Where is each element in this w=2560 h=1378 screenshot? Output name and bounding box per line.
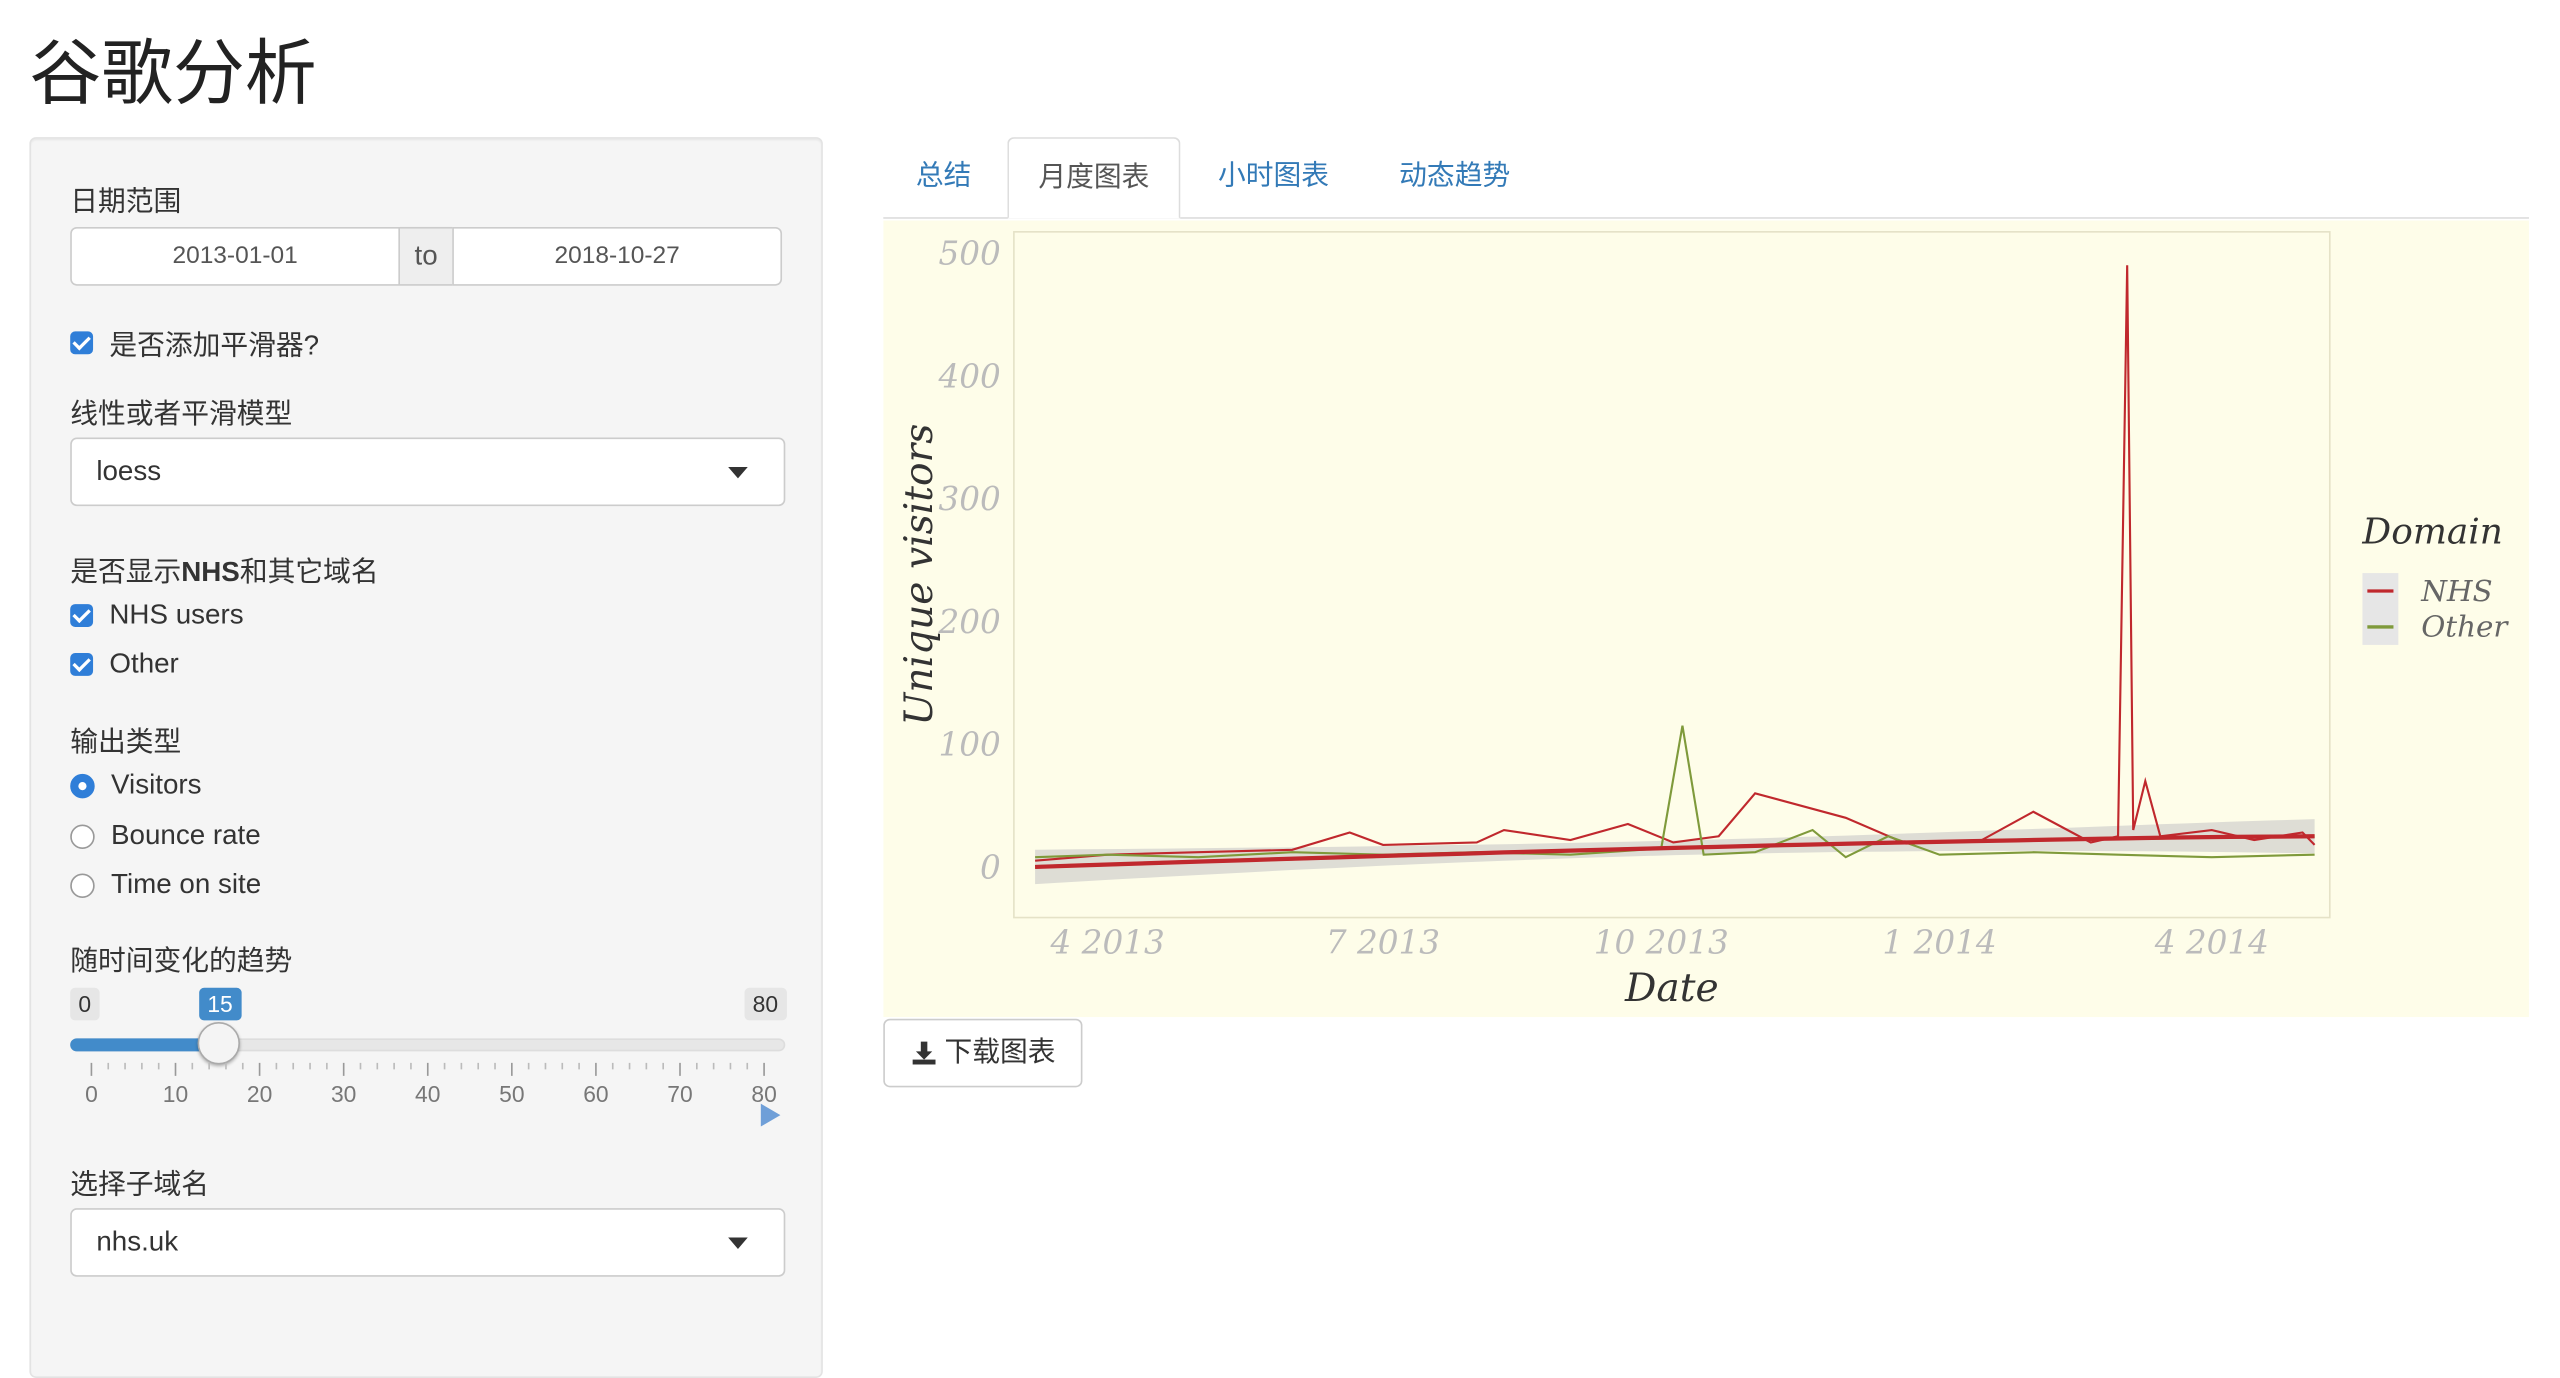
slider-tick-label: 40: [415, 1081, 440, 1107]
legend-label-nhs: NHS: [2420, 574, 2492, 608]
smooth-confidence-band: [1035, 819, 2315, 885]
x-tick-label: 4 2014: [2154, 923, 2269, 961]
slider-value-label: 15: [199, 987, 241, 1021]
model-select[interactable]: loess: [70, 437, 786, 507]
domains-label: 是否显示NHS和其它域名: [70, 549, 378, 590]
download-icon: [911, 1041, 935, 1065]
slider-tick-label: 60: [583, 1081, 608, 1107]
plot-panel: [1013, 231, 2331, 919]
subdomain-label: 选择子域名: [70, 1168, 209, 1200]
page-title: 谷歌分析: [29, 34, 317, 115]
x-tick-label: 7 2013: [1326, 923, 1440, 961]
sidebar-panel: 日期范围 2013-01-01 to 2018-10-27 是否添加平滑器? 线…: [29, 137, 823, 1378]
x-axis-label: Date: [1624, 966, 1719, 1011]
radio-time-on-site-label: Time on site: [111, 868, 262, 900]
domains-label-prefix: 是否显示: [70, 556, 182, 588]
tab-summary[interactable]: 总结: [915, 159, 972, 192]
chart-legend: Domain NHS Other: [2361, 512, 2509, 645]
checkbox-checked-icon[interactable]: [70, 604, 94, 627]
slider-tick-label: 10: [163, 1081, 188, 1107]
radio-bounce-rate[interactable]: Bounce rate: [70, 820, 261, 853]
trend-slider[interactable]: 0 80 15 0 10 20 30 40 50 60 70 80: [70, 987, 788, 1135]
domains-label-bold: NHS: [181, 556, 240, 588]
radio-unselected-icon[interactable]: [70, 872, 95, 898]
smoother-label: 是否添加平滑器?: [109, 329, 320, 361]
y-tick-label: 400: [938, 357, 1001, 395]
trend-label: 随时间变化的趋势: [70, 945, 293, 977]
app-root: 谷歌分析 日期范围 2013-01-01 to 2018-10-27 是否添加平…: [0, 0, 2560, 1332]
legend-key-background: [2362, 573, 2399, 645]
model-label: 线性或者平滑模型: [70, 398, 293, 430]
download-chart-label: 下载图表: [944, 1036, 1056, 1068]
legend-title: Domain: [2361, 512, 2502, 553]
slider-handle[interactable]: [197, 1022, 240, 1065]
domains-label-suffix: 和其它域名: [239, 556, 379, 588]
tab-hourly-chart[interactable]: 小时图表: [1217, 159, 1329, 192]
date-range-label: 日期范围: [70, 186, 182, 218]
slider-tick-label: 70: [667, 1081, 692, 1107]
slider-tick-label: 0: [85, 1081, 98, 1107]
tab-monthly-chart[interactable]: 月度图表: [1007, 137, 1181, 219]
slider-tick-label: 50: [499, 1081, 524, 1107]
y-axis-label: Unique visitors: [897, 424, 942, 726]
radio-visitors[interactable]: Visitors: [70, 768, 202, 802]
series-line-nhs: [1035, 265, 2316, 862]
date-range-input: 2013-01-01 to 2018-10-27: [70, 226, 783, 286]
subdomain-select[interactable]: nhs.uk: [70, 1208, 786, 1277]
checkbox-checked-icon[interactable]: [70, 653, 94, 676]
y-tick-label: 0: [980, 848, 1001, 886]
date-separator: to: [399, 226, 453, 286]
slider-fill: [70, 1038, 219, 1052]
nhs-users-label: NHS users: [109, 599, 244, 631]
slider-max-label: 80: [744, 987, 787, 1021]
nhs-users-checkbox[interactable]: NHS users: [70, 599, 244, 632]
radio-selected-icon[interactable]: [70, 773, 95, 798]
x-tick-label: 4 2013: [1050, 923, 1165, 961]
model-select-value: loess: [96, 455, 162, 487]
slider-tick-label: 20: [247, 1081, 272, 1107]
y-tick-label: 100: [939, 726, 1001, 764]
radio-visitors-label: Visitors: [111, 768, 202, 800]
chevron-down-icon: [728, 466, 748, 479]
y-tick-label: 500: [939, 234, 1001, 272]
radio-time-on-site[interactable]: Time on site: [70, 869, 261, 902]
monthly-chart: 0 100 200 300 400 500 4 2013 7 2013 10 2013 1 20…: [883, 220, 2529, 1018]
legend-label-other: Other: [2421, 610, 2509, 644]
checkbox-checked-icon[interactable]: [70, 330, 94, 354]
chart-panel: 0 100 200 300 400 500 4 2013 7 2013 10 2013 1 20…: [883, 220, 2529, 1018]
other-label: Other: [109, 648, 179, 680]
smoother-checkbox[interactable]: 是否添加平滑器?: [70, 322, 319, 363]
slider-grid: 0 10 20 30 40 50 60 70 80: [85, 1062, 777, 1107]
download-chart-button[interactable]: 下载图表: [883, 1018, 1083, 1088]
tab-bar: 总结 月度图表 小时图表 动态趋势: [883, 137, 2529, 219]
tab-dynamic-trend[interactable]: 动态趋势: [1399, 159, 1511, 192]
play-icon[interactable]: [760, 1103, 781, 1127]
y-tick-label: 200: [938, 603, 1001, 641]
subdomain-select-value: nhs.uk: [96, 1226, 179, 1258]
slider-tick-label: 30: [331, 1081, 356, 1107]
chevron-down-icon: [728, 1237, 748, 1249]
y-tick-label: 300: [939, 480, 1001, 518]
start-date-input[interactable]: 2013-01-01: [70, 226, 400, 286]
smooth-line-nhs: [1035, 834, 2315, 870]
x-tick-label: 1 2014: [1882, 923, 1996, 961]
radio-unselected-icon[interactable]: [70, 823, 95, 849]
output-type-label: 输出类型: [70, 726, 182, 758]
series-line-other: [1035, 725, 2315, 859]
radio-bounce-rate-label: Bounce rate: [111, 819, 261, 851]
end-date-input[interactable]: 2018-10-27: [452, 226, 783, 286]
slider-tick-label: 80: [751, 1081, 776, 1107]
slider-min-label: 0: [70, 987, 100, 1021]
other-checkbox[interactable]: Other: [70, 648, 179, 681]
x-tick-label: 10 2013: [1594, 923, 1729, 961]
